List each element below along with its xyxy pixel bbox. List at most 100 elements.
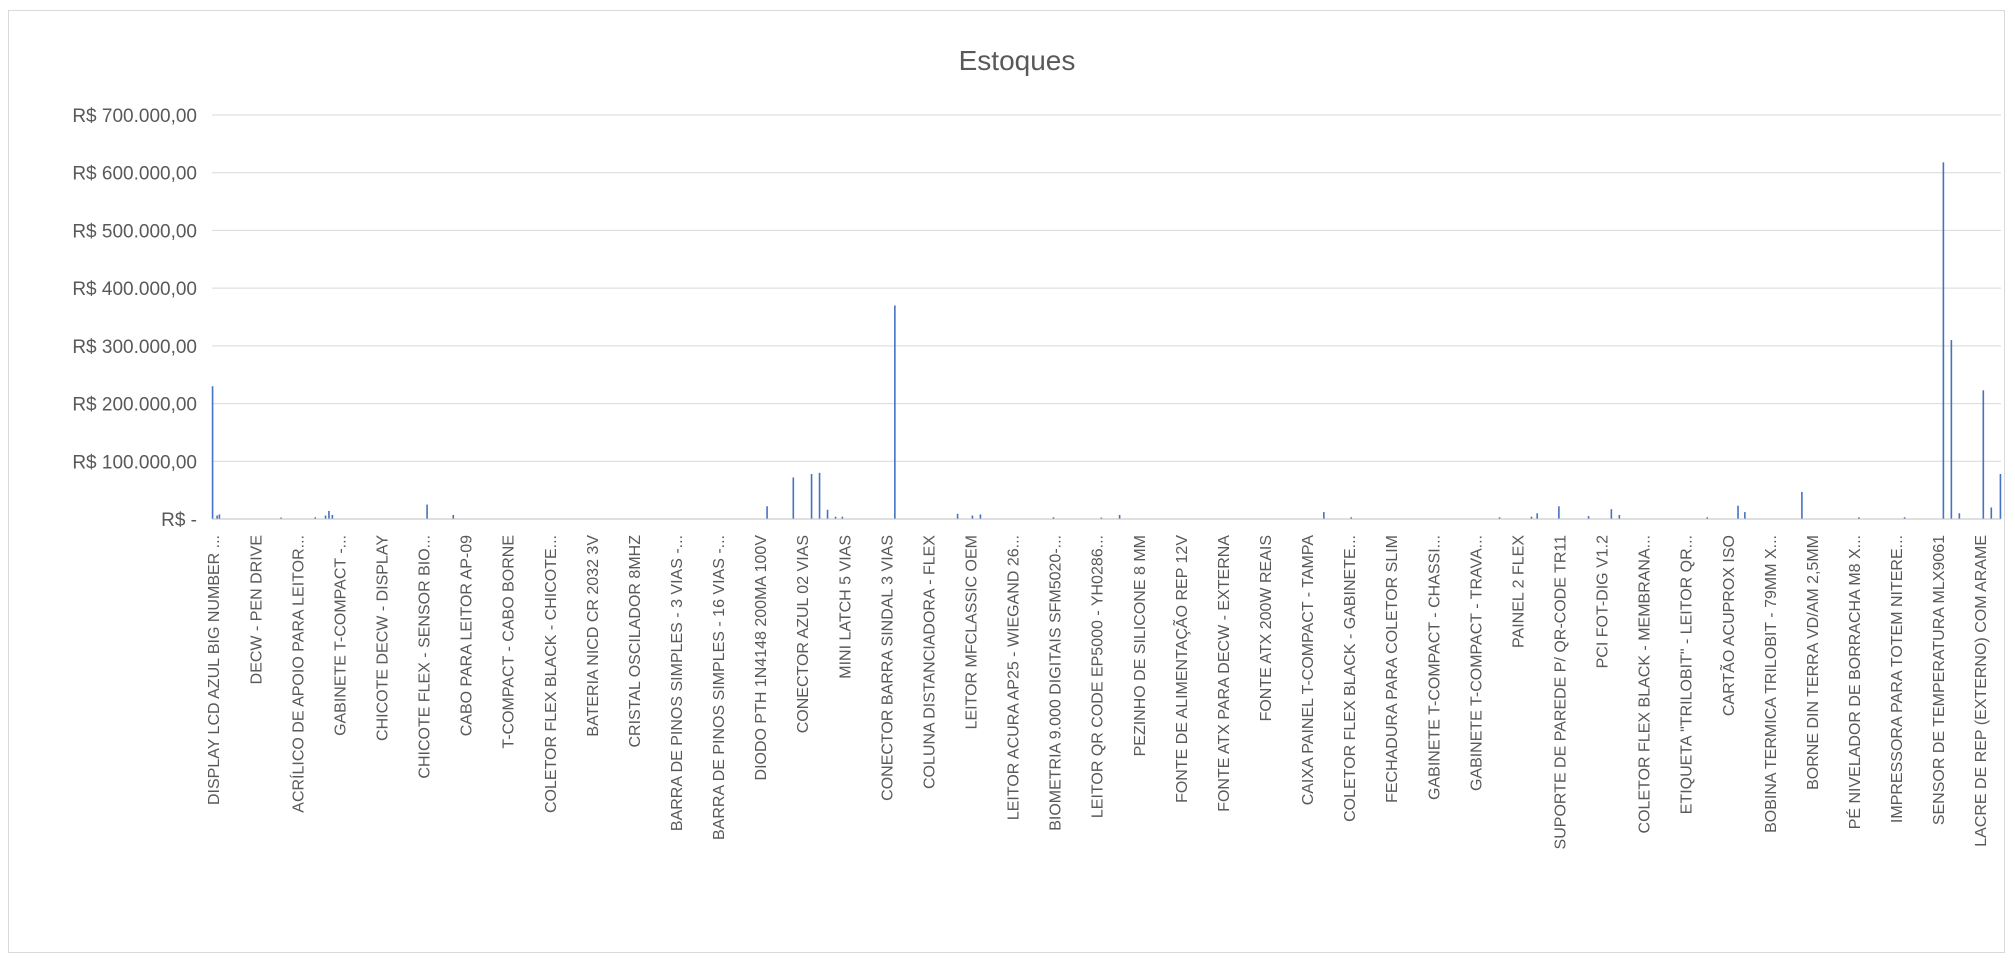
x-tick-label: CRISTAL OSCILADOR 8MHZ	[627, 535, 644, 748]
x-tick-label: LEITOR QR CODE EP5000 - YH0286...	[1090, 535, 1107, 818]
x-tick-label: IMPRESSORA PARA TOTEM NITERE...	[1889, 535, 1906, 823]
bar	[1999, 473, 2002, 519]
bar	[328, 510, 330, 519]
bar	[1558, 506, 1560, 519]
bar	[818, 472, 821, 519]
bar	[1990, 507, 1993, 519]
x-tick-label: CONECTOR AZUL 02 VIAS	[795, 535, 812, 733]
bar	[792, 477, 795, 519]
x-tick-label: PCI FOT-DIG V1.2	[1595, 535, 1612, 668]
bar	[956, 513, 959, 519]
x-tick-label: SENSOR DE TEMPERATURA MLX9061	[1931, 535, 1948, 825]
y-tick-label: R$ 700.000,00	[72, 106, 197, 127]
bars	[211, 162, 2002, 519]
bar	[841, 516, 844, 519]
x-tick-label: BATERIA NICD CR 2032 3V	[585, 535, 602, 737]
bar	[1982, 390, 1985, 519]
bar	[1618, 514, 1621, 519]
bar	[826, 509, 829, 519]
chart-area	[8, 10, 2005, 953]
x-tick-label: BARRA DE PINOS SIMPLES - 3 VIAS -...	[669, 535, 686, 831]
bar	[218, 514, 221, 519]
bar	[1942, 162, 1945, 519]
bar	[1536, 513, 1539, 519]
x-tick-label: PAINEL 2 FLEX	[1510, 535, 1527, 648]
bar	[1958, 513, 1961, 519]
x-tick-label: DIODO PTH 1N4148 200MA 100V	[753, 535, 770, 781]
x-tick-label: T-COMPACT - CABO BORNE	[501, 535, 518, 749]
x-tick-label: MINI LATCH 5 VIAS	[837, 535, 854, 679]
x-tick-label: LACRE DE REP (EXTERNO) COM ARAME	[1973, 535, 1990, 847]
x-tick-label: CAIXA PAINEL T-COMPACT - TAMPA	[1300, 535, 1317, 806]
bar	[1737, 505, 1739, 519]
x-tick-label: BIOMETRIA 9.000 DIGITAIS SFM5020-...	[1048, 535, 1065, 831]
x-tick-label: CARTÃO ACUPROX ISO	[1718, 535, 1738, 716]
x-axis-tick-labels: DISPLAY LCD AZUL BIG NUMBER ... DECW - PE…	[206, 535, 1990, 850]
y-tick-label: R$ 600.000,00	[72, 164, 197, 185]
bar	[1858, 517, 1860, 519]
bar	[894, 305, 896, 519]
x-tick-label: LEITOR ACURA AP25 - WIEGAND 26...	[1006, 535, 1023, 820]
x-tick-label: CHICOTE DECW - DISPLAY	[375, 535, 392, 741]
x-tick-label: PÉ NIVELADOR DE BORRACHA M8 X...	[1845, 535, 1864, 829]
bar	[834, 516, 837, 519]
bar	[1610, 509, 1613, 519]
x-tick-label: GABINETE T-COMPACT - TRAVA...	[1468, 535, 1485, 791]
x-tick-label: COLUNA DISTANCIADORA - FLEX	[921, 535, 938, 789]
bar	[1801, 491, 1803, 519]
x-tick-label: CHICOTE FLEX - SENSOR BIO...	[417, 535, 434, 779]
bar	[1100, 517, 1103, 519]
bar	[280, 517, 282, 519]
x-tick-label: DISPLAY LCD AZUL BIG NUMBER ...	[206, 535, 223, 805]
chart-title: Estoques	[959, 45, 1076, 76]
bar	[211, 386, 214, 519]
bar	[331, 514, 334, 519]
bar	[1118, 514, 1121, 519]
bar	[810, 473, 813, 519]
x-tick-label: BORNE DIN TERRA VD/AM 2,5MM	[1805, 535, 1822, 790]
bar	[1052, 517, 1055, 519]
x-tick-label: COLETOR FLEX BLACK - GABINETE...	[1342, 535, 1359, 822]
y-tick-label: R$ 300.000,00	[72, 337, 197, 358]
bar	[1350, 517, 1353, 519]
bar	[1498, 517, 1501, 519]
y-tick-label: R$ 500.000,00	[72, 221, 197, 242]
bar	[452, 514, 455, 519]
x-tick-label: GABINETE T-COMPACT -...	[332, 535, 349, 736]
x-tick-label: COLETOR FLEX BLACK - MEMBRANA...	[1637, 535, 1654, 833]
bar	[324, 515, 327, 519]
y-axis-tick-labels: R$ - R$ 100.000,00 R$ 200.000,00 R$ 300.000…	[72, 106, 197, 531]
bar	[1323, 512, 1325, 519]
x-tick-label: BOBINA TERMICA TRILOBIT - 79MM X...	[1763, 535, 1780, 833]
bar	[426, 504, 428, 519]
bar	[971, 515, 974, 519]
x-tick-label: BARRA DE PINOS SIMPLES - 16 VIAS -...	[711, 535, 728, 840]
bar	[1706, 517, 1709, 519]
x-tick-label: ACRÍLICO DE APOIO PARA LEITOR...	[288, 535, 307, 813]
x-tick-label: CONECTOR BARRA SINDAL 3 VIAS	[879, 535, 896, 801]
x-tick-label: LEITOR MFCLASSIC OEM	[964, 535, 981, 729]
bar	[1587, 516, 1590, 519]
x-tick-label: FONTE ATX PARA DECW - EXTERNA	[1216, 535, 1233, 812]
x-tick-label: DECW - PEN DRIVE	[248, 535, 265, 684]
bar	[1950, 340, 1953, 519]
x-tick-label: GABINETE T-COMPACT - CHASSI...	[1426, 535, 1443, 800]
x-tick-label: CABO PARA LEITOR AP-09	[459, 535, 476, 736]
x-tick-label: FECHADURA PARA COLETOR SLIM	[1384, 535, 1401, 803]
x-tick-label: SUPORTE DE PAREDE P/ QR-CODE TR11	[1553, 535, 1570, 850]
bar	[979, 514, 982, 519]
x-tick-label: PEZINHO DE SILICONE 8 MM	[1132, 535, 1149, 756]
bar	[1903, 517, 1906, 519]
bar	[1744, 512, 1746, 519]
x-tick-label: FONTE DE ALIMENTAÇÃO REP 12V	[1171, 535, 1191, 803]
x-tick-label: ETIQUETA "TRILOBIT" - LEITOR QR...	[1679, 535, 1696, 814]
bar	[216, 515, 218, 519]
bar	[314, 517, 317, 519]
y-tick-label: R$ 400.000,00	[72, 279, 197, 300]
x-tick-label: COLETOR FLEX BLACK - CHICOTE...	[543, 535, 560, 813]
x-tick-label: FONTE ATX 200W REAIS	[1258, 535, 1275, 721]
bar	[766, 506, 768, 519]
y-tick-label: R$ -	[161, 510, 197, 531]
y-tick-label: R$ 200.000,00	[72, 395, 197, 416]
